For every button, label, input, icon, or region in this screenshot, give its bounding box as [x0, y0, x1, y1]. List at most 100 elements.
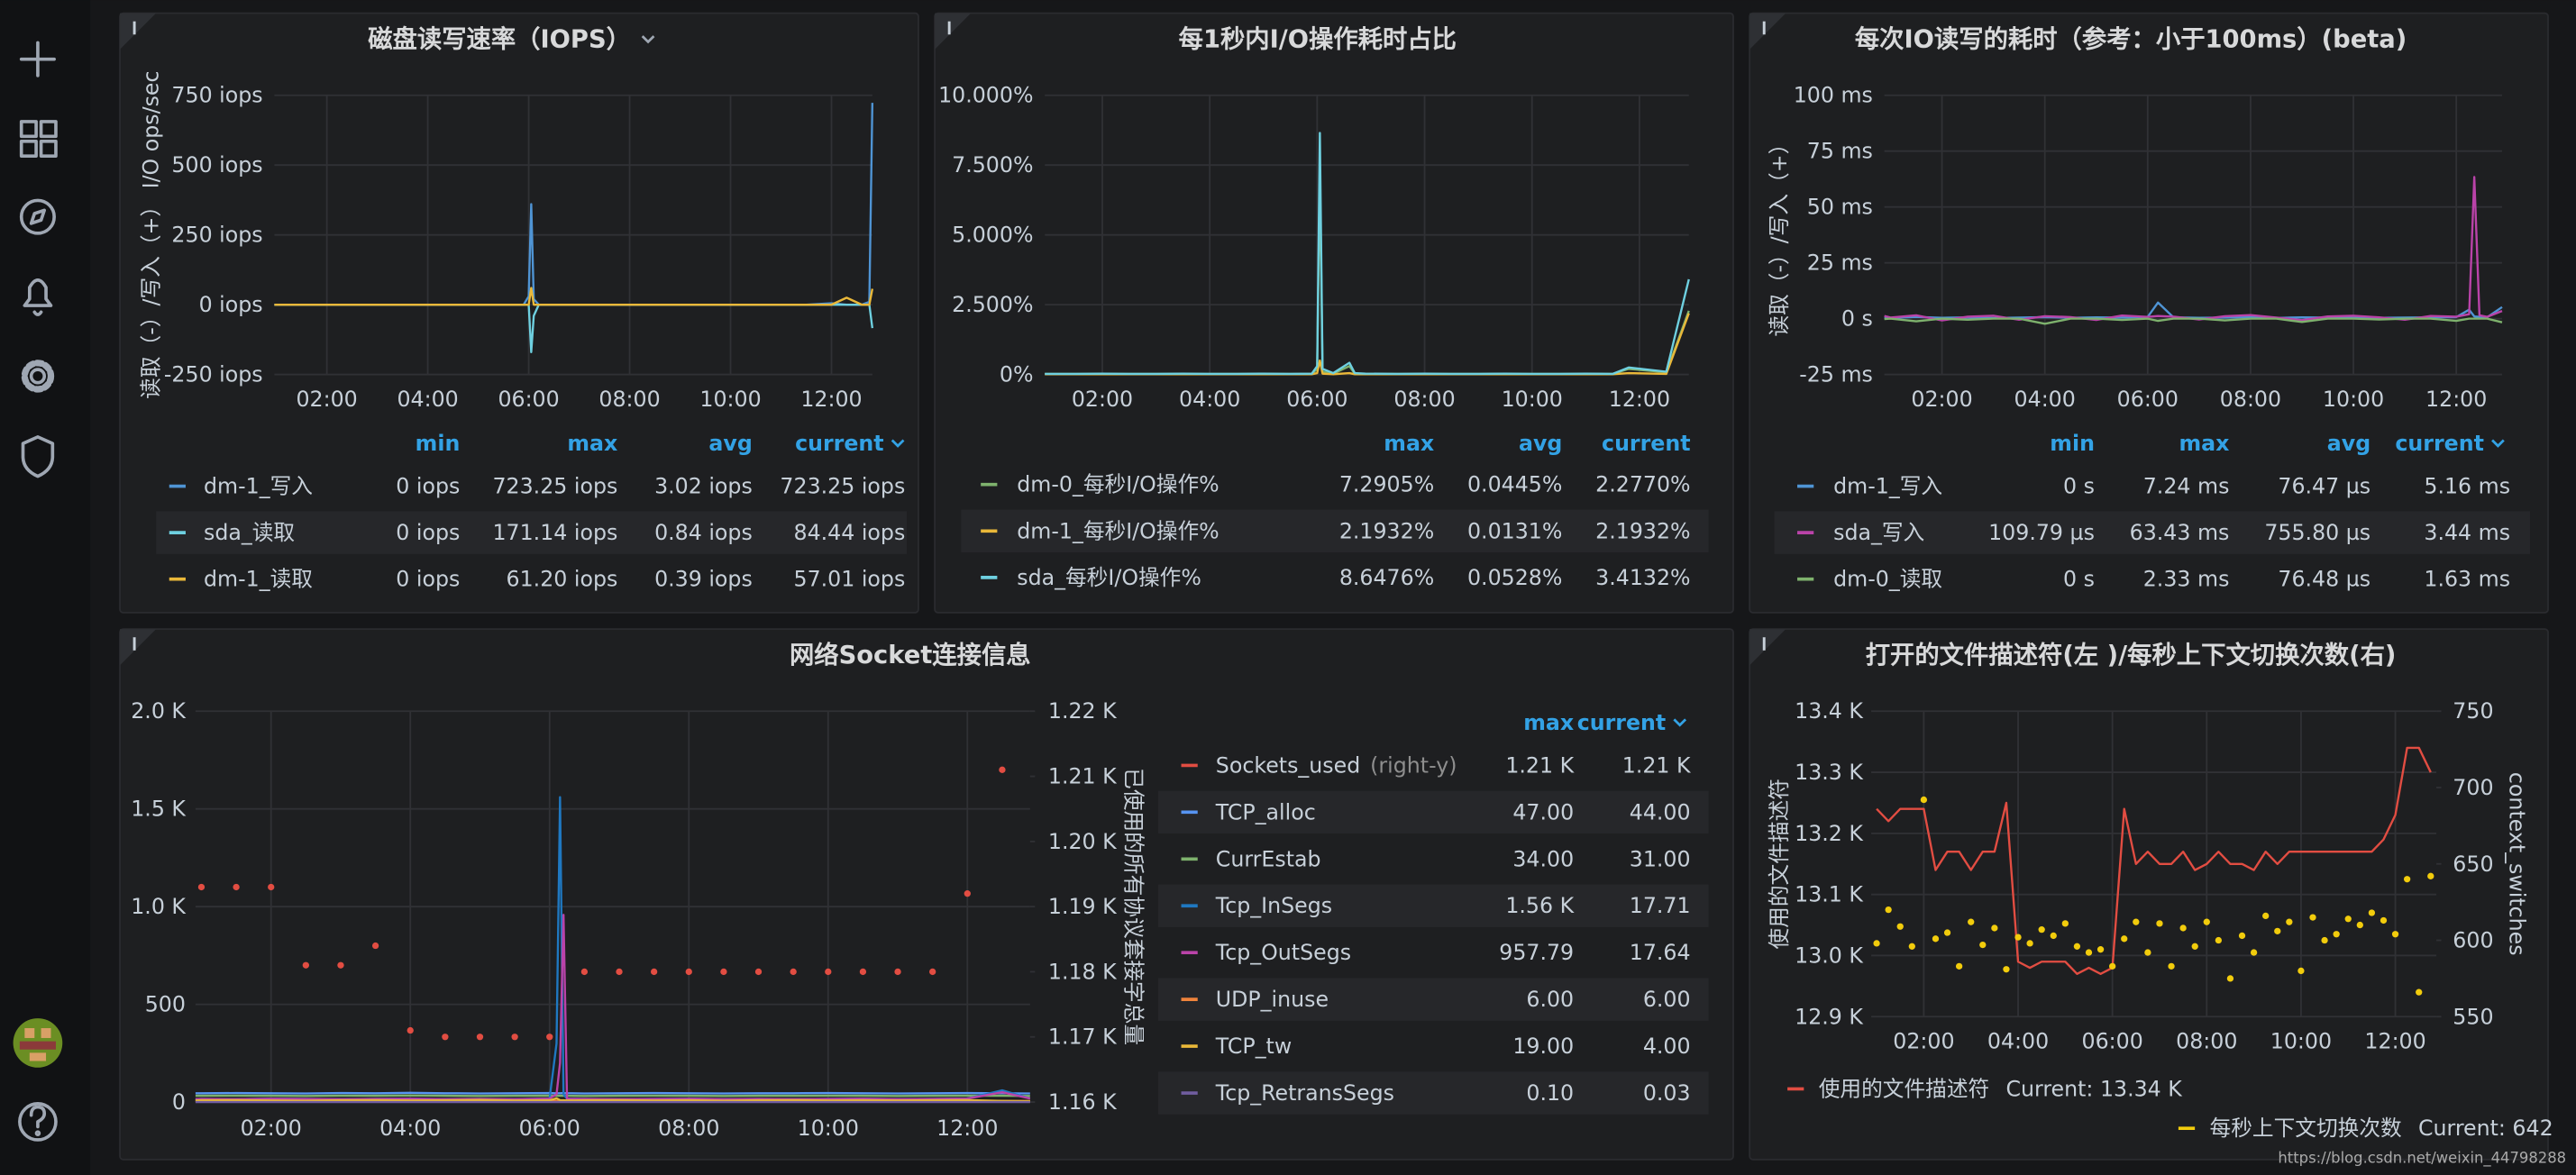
- watermark: https://blog.csdn.net/weixin_44798288: [2278, 1150, 2566, 1168]
- panel-info-icon: [1762, 21, 1766, 35]
- legend-header[interactable]: current: [2395, 431, 2484, 456]
- settings-icon[interactable]: [21, 360, 55, 393]
- dropdown-chevron: [641, 35, 655, 44]
- legend-series-name[interactable]: TCP_tw: [1215, 1034, 1292, 1059]
- x-tick-label: 08:00: [2176, 1029, 2237, 1054]
- y2-tick-label: 1.19 K: [1048, 894, 1118, 919]
- series-point: [999, 766, 1006, 773]
- legend-series-name[interactable]: Tcp_OutSegs: [1215, 940, 1351, 965]
- dashboards-icon[interactable]: [19, 120, 58, 158]
- legend-header[interactable]: current: [1602, 431, 1691, 456]
- series-point: [2133, 918, 2140, 925]
- legend-series-name[interactable]: dm-1_每秒I/O操作%: [1017, 518, 1219, 543]
- series-point: [268, 883, 275, 891]
- legend-series-name[interactable]: CurrEstab: [1216, 846, 1321, 871]
- avatar[interactable]: [13, 1018, 63, 1068]
- series-point: [1873, 940, 1880, 947]
- legend-header[interactable]: current: [795, 431, 884, 456]
- legend-series-name[interactable]: dm-0_每秒I/O操作%: [1017, 472, 1219, 497]
- series-point: [2427, 872, 2434, 879]
- legend-value: 0.39 iops: [654, 567, 753, 592]
- y-tick-label: 10.000%: [938, 83, 1033, 108]
- series-point: [929, 968, 936, 976]
- legend-header[interactable]: current: [1577, 710, 1667, 735]
- legend-header[interactable]: max: [2179, 431, 2229, 456]
- y-tick-label: 13.1 K: [1795, 882, 1864, 907]
- alerting-icon[interactable]: [23, 278, 53, 316]
- legend-row-bg: [156, 511, 908, 554]
- sidebar-bg: [0, 0, 91, 1175]
- dropdown-chevron: [891, 439, 905, 448]
- legend-value: 0.0445%: [1467, 472, 1562, 497]
- legend-value: 6.00: [1643, 987, 1691, 1012]
- dropdown-chevron: [1673, 718, 1687, 727]
- legend-series-name[interactable]: Tcp_RetransSegs: [1215, 1080, 1394, 1106]
- admin-icon[interactable]: [21, 435, 55, 478]
- y-tick-label: 500: [145, 992, 186, 1017]
- legend-value: 109.79 µs: [1988, 520, 2095, 545]
- legend-header[interactable]: max: [1523, 710, 1574, 735]
- legend-row-bg: [1158, 1071, 1709, 1115]
- series-point: [2168, 962, 2175, 970]
- legend-value: 1.21 K: [1622, 752, 1692, 778]
- legend-header[interactable]: min: [416, 431, 461, 456]
- y2-tick-label: 650: [2453, 852, 2493, 877]
- series-point: [964, 890, 971, 897]
- legend-series-name[interactable]: dm-1_写入: [1833, 474, 1942, 499]
- series-point: [2262, 912, 2270, 920]
- legend-row-bg: [1158, 884, 1709, 927]
- legend-series-name[interactable]: sda_每秒I/O操作%: [1017, 565, 1201, 590]
- series-point: [2014, 934, 2022, 941]
- panel-info-corner: [120, 629, 157, 666]
- legend-header[interactable]: avg: [1519, 431, 1562, 456]
- legend-series-name[interactable]: UDP_inuse: [1216, 987, 1329, 1012]
- series-point: [2096, 946, 2105, 953]
- legend-series-name[interactable]: 使用的文件描述符: [1819, 1076, 1990, 1101]
- legend-value: 19.00: [1512, 1034, 1574, 1059]
- series-point: [2026, 940, 2033, 947]
- legend-series-name[interactable]: sda_读取: [204, 520, 295, 545]
- legend-series-name[interactable]: dm-1_写入: [204, 474, 313, 499]
- series-line: [1884, 176, 2503, 322]
- series-point: [616, 968, 623, 976]
- y-tick-label: 1.0 K: [131, 894, 187, 919]
- legend-series-name[interactable]: 每秒上下文切换次数: [2210, 1116, 2403, 1141]
- y-tick-label: 0%: [1000, 362, 1034, 387]
- legend-header[interactable]: avg: [708, 431, 752, 456]
- x-tick-label: 06:00: [1286, 387, 1347, 412]
- help-icon[interactable]: [18, 1102, 58, 1142]
- legend-header[interactable]: max: [567, 431, 617, 456]
- legend-value: 4.00: [1643, 1034, 1691, 1059]
- panel: 磁盘读写速率（IOPS） 750 iops 500 iops 250 iops 0 io…: [119, 12, 919, 614]
- series-point: [2356, 921, 2363, 929]
- x-tick-label: 10:00: [798, 1116, 859, 1141]
- y2-tick-label: 1.22 K: [1048, 698, 1118, 724]
- legend-series-name[interactable]: dm-1_读取: [204, 567, 313, 592]
- y-tick-label: 50 ms: [1807, 195, 1873, 220]
- panel-title: 网络Socket连接信息: [790, 641, 1031, 669]
- add-icon[interactable]: [19, 41, 56, 77]
- legend-header[interactable]: max: [1384, 431, 1434, 456]
- legend-header[interactable]: avg: [2327, 431, 2370, 456]
- y-tick-label: 75 ms: [1807, 139, 1873, 164]
- legend: min max avg current dm-1_写入 0 iops 723.25 iops…: [156, 431, 908, 592]
- series-point: [371, 942, 379, 950]
- legend-value: 44.00: [1630, 799, 1691, 824]
- series-line: [195, 1094, 1030, 1098]
- legend-series-name[interactable]: dm-0_读取: [1833, 567, 1942, 592]
- x-tick-label: 12:00: [2364, 1029, 2425, 1054]
- legend-value: 0 s: [2063, 474, 2095, 499]
- legend-series-name[interactable]: Tcp_InSegs: [1215, 893, 1332, 918]
- series-point: [1885, 906, 1892, 914]
- legend-header[interactable]: min: [2050, 431, 2095, 456]
- legend-series-name[interactable]: TCP_alloc: [1215, 799, 1316, 824]
- panel-title: 磁盘读写速率（IOPS）: [368, 24, 631, 53]
- y2-axis-label: 已使用的所有协议套接字总量: [1121, 768, 1146, 1045]
- y-tick-label: 25 ms: [1807, 250, 1873, 276]
- y2-tick-label: 1.21 K: [1048, 764, 1118, 789]
- series-point: [2061, 920, 2069, 927]
- legend-series-name[interactable]: sda_写入: [1833, 520, 1924, 545]
- series-point: [2226, 975, 2234, 982]
- legend-series-name[interactable]: Sockets_used: [1216, 752, 1360, 778]
- explore-icon[interactable]: [19, 198, 56, 235]
